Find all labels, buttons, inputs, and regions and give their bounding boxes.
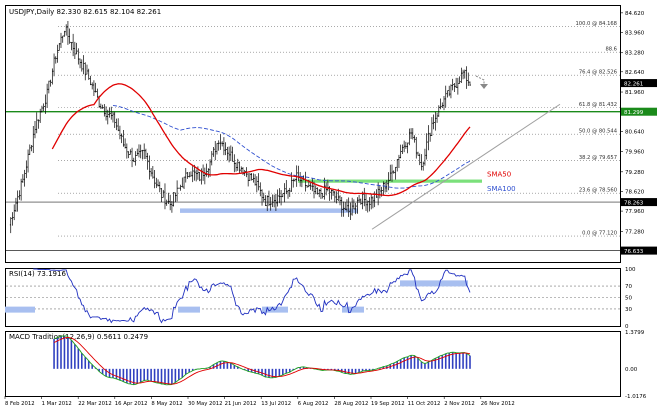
price-tick-label-4: 81.960 <box>625 90 645 96</box>
macd-panel-frame <box>5 331 621 397</box>
time-label-10: 19 Sep 2012 <box>371 401 405 407</box>
price-badge-0 <box>621 79 657 88</box>
time-label-13: 26 Nov 2012 <box>481 401 515 407</box>
time-label-5: 30 May 2012 <box>188 401 223 407</box>
macd-tick-2: -1.0176 <box>625 394 647 400</box>
symbol-header: USDJPY,Daily 82.330 82.615 82.104 82.261 <box>9 8 161 16</box>
moving-averages <box>51 83 471 197</box>
time-label-11: 11 Oct 2012 <box>408 401 441 407</box>
fib-label-1: 88.6 <box>605 47 617 53</box>
sma100-line <box>112 104 471 189</box>
rsi-zone-0 <box>5 306 35 313</box>
price-badge-1 <box>621 107 657 116</box>
price-badge-2 <box>621 198 657 207</box>
rsi-level-label-0: 100 <box>625 267 636 273</box>
fib-label-6: 23.6 @ 78.560 <box>579 188 617 194</box>
rsi-panel-frame <box>5 268 621 327</box>
rsi-series: 100 70 50 30 0 <box>5 267 636 330</box>
rsi-zone-4 <box>400 280 468 287</box>
price-axis: 84.62083.96083.28082.64081.96081.30080.6… <box>620 11 657 255</box>
rsi-level-label-2: 50 <box>625 296 632 302</box>
rsi-zone-1 <box>178 306 200 313</box>
fib-label-4: 50.0 @ 80.544 <box>579 129 618 135</box>
price-badge-label-0: 82.261 <box>624 81 643 87</box>
forecast-arrow <box>475 75 485 85</box>
sma50-line <box>51 83 471 197</box>
rsi-panel: RSI(14) 73.1916 100 70 50 30 0 <box>5 267 636 330</box>
macd-panel: MACD Tradition(12,26,9) 0.5611 0.2479 1.… <box>5 330 647 400</box>
time-label-2: 22 Mar 2012 <box>78 401 112 407</box>
fib-label-0: 100.0 @ 84.168 <box>576 21 618 27</box>
macd-series: 1.3799 0.00 -1.0176 <box>53 330 647 400</box>
time-label-4: 8 May 2012 <box>151 401 182 407</box>
legend-sma50: SMA50 <box>487 171 511 179</box>
fib-label-5: 38.2 @ 79.657 <box>579 155 617 161</box>
time-label-12: 2 Nov 2012 <box>444 401 475 407</box>
price-tick-label-2: 83.280 <box>625 51 645 57</box>
legend-sma100: SMA100 <box>487 185 516 193</box>
fib-label-3: 61.8 @ 81.432 <box>579 102 617 108</box>
price-tick-label-11: 77.280 <box>625 229 645 235</box>
time-label-3: 16 Apr 2012 <box>115 401 148 407</box>
price-tick-label-3: 82.640 <box>625 70 645 76</box>
rsi-level-label-4: 0 <box>625 324 629 330</box>
forecast-arrowhead <box>480 84 488 89</box>
time-label-1: 1 Mar 2012 <box>42 401 72 407</box>
time-label-6: 21 Jun 2012 <box>225 401 257 407</box>
time-label-9: 28 Aug 2012 <box>334 401 368 407</box>
rsi-label: RSI(14) 73.1916 <box>9 270 66 278</box>
price-tick-label-8: 79.280 <box>625 170 645 176</box>
rsi-level-label-3: 30 <box>625 307 632 313</box>
main-panel: USDJPY,Daily 82.330 82.615 82.104 82.261… <box>5 5 657 263</box>
price-badge-label-2: 78.263 <box>624 200 644 206</box>
macd-line <box>53 335 471 386</box>
chart-annotations: SMA50 SMA100 <box>371 75 561 230</box>
price-tick-label-7: 79.960 <box>625 150 645 156</box>
macd-tick-1: 0.00 <box>625 367 638 373</box>
price-tick-label-6: 80.640 <box>625 129 645 135</box>
price-tick-label-9: 78.620 <box>625 189 645 195</box>
candlestick-series <box>9 20 471 234</box>
fib-label-7: 0.0 @ 77.120 <box>582 231 617 237</box>
price-tick-label-1: 83.960 <box>625 30 645 36</box>
time-label-8: 6 Aug 2012 <box>298 401 329 407</box>
rsi-zone-3 <box>342 306 364 313</box>
price-tick-label-0: 84.620 <box>625 11 645 17</box>
rsi-line <box>33 268 471 324</box>
time-axis: 8 Feb 2012 1 Mar 2012 22 Mar 2012 16 Apr 20… <box>4 396 515 407</box>
price-tick-label-10: 77.960 <box>625 209 645 215</box>
rsi-level-label-1: 70 <box>625 284 632 290</box>
fibonacci-levels: 100.0 @ 84.168 88.6 76.4 @ 82.526 61.8 @ 81… <box>6 21 620 251</box>
time-label-0: 8 Feb 2012 <box>5 401 35 407</box>
signal-line <box>53 337 471 385</box>
time-label-7: 13 Jul 2012 <box>261 401 291 407</box>
macd-tick-0: 1.3799 <box>625 330 645 336</box>
macd-label: MACD Tradition(12,26,9) 0.5611 0.2479 <box>9 333 148 341</box>
price-badge-label-1: 81.299 <box>624 110 644 116</box>
price-badge-3 <box>621 246 657 255</box>
price-badge-label-3: 76.633 <box>624 249 644 255</box>
uptrend-line <box>371 103 561 230</box>
fib-label-2: 76.4 @ 82.526 <box>579 70 617 76</box>
support-zone <box>180 208 358 213</box>
highlight-zones <box>180 179 482 213</box>
breakout-zone <box>298 179 482 183</box>
